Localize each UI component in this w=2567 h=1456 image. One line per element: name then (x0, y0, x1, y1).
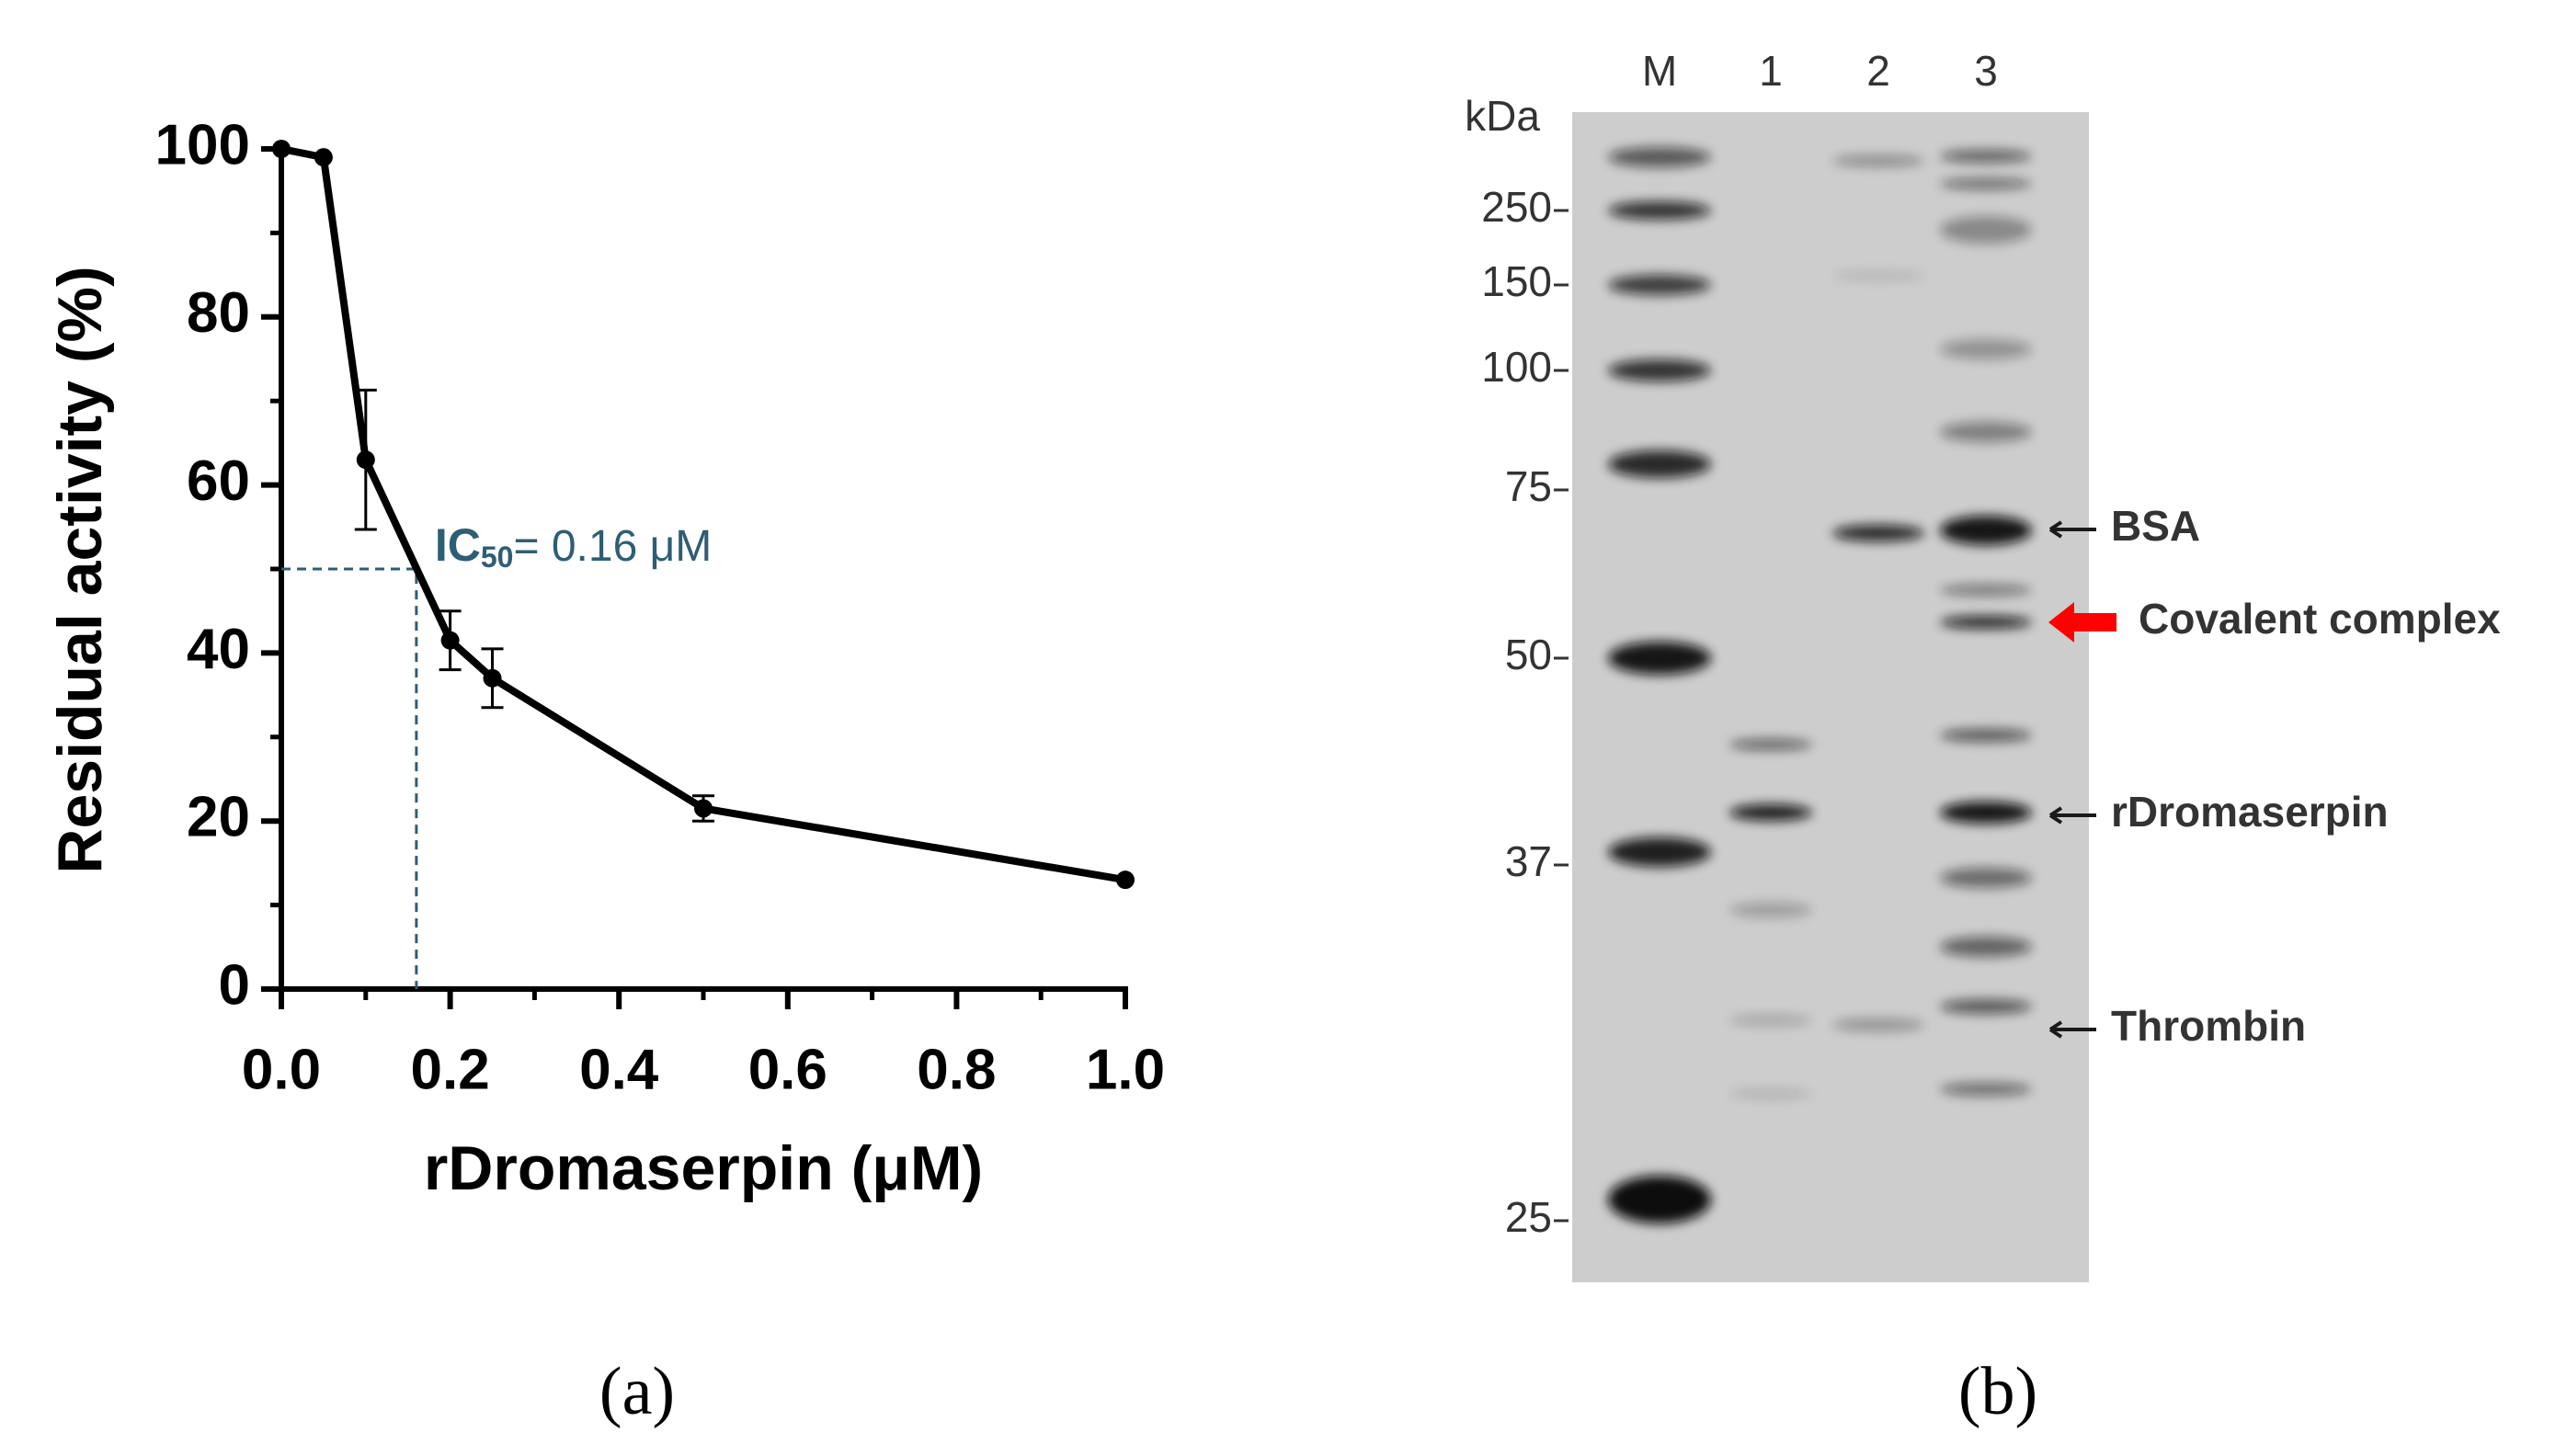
y-tick-label: 100 (155, 113, 250, 176)
annotation-arrow (2048, 1020, 2096, 1039)
gel-band (1608, 1176, 1711, 1223)
gel-panel: kDa M 1 2 3 250 150 100 75 50 37 25 BSA Covalent com… (1465, 47, 2501, 1282)
panel-label: (b) (1958, 1354, 2037, 1429)
gel-band (1832, 271, 1924, 280)
data-point (314, 148, 333, 167)
panel-label: (a) (599, 1354, 675, 1429)
annotation-label: BSA (2111, 502, 2200, 550)
lane-label: 1 (1759, 47, 1783, 95)
gel-band (1832, 155, 1924, 166)
annotation-arrow (2048, 806, 2096, 825)
x-tick-label: 0.6 (748, 1038, 827, 1101)
gel-band (1940, 868, 2032, 888)
y-tick-label: 40 (187, 618, 250, 681)
annotation-label: Thrombin (2111, 1002, 2306, 1050)
gel-band (1940, 516, 2032, 545)
gel-band (1940, 729, 2032, 742)
data-point (440, 631, 460, 650)
gel-band (1940, 216, 2032, 244)
ic50-guide (281, 567, 418, 989)
x-tick-label: 0.0 (242, 1038, 321, 1101)
data-point (694, 799, 713, 818)
gel-band (1729, 1089, 1812, 1098)
ic50-text: 50 (481, 540, 514, 574)
gel-band (1940, 616, 2032, 629)
lane-label: 3 (1974, 47, 1998, 95)
y-tick-label: 0 (219, 953, 250, 1017)
gel-band (1832, 1018, 1924, 1031)
gel-band (1729, 739, 1812, 750)
y-tick-label: 20 (187, 786, 250, 849)
gel-band (1940, 178, 2032, 189)
annotation-label: Covalent complex (2139, 595, 2501, 643)
data-point (272, 140, 291, 158)
x-tick-label: 0.2 (410, 1038, 489, 1101)
gel-band (1940, 1083, 2032, 1096)
gel-band (1940, 339, 2032, 359)
gel-band (1608, 837, 1711, 867)
data-point (1116, 870, 1135, 890)
x-axis-label: rDromaserpin (μM) (424, 1133, 983, 1203)
x-tick-label: 1.0 (1086, 1038, 1165, 1101)
gel-band (1940, 802, 2032, 824)
marker-label: 250 (1481, 183, 1552, 231)
gel-band (1608, 359, 1711, 381)
marker-label: 37 (1505, 837, 1552, 885)
gel-band (1729, 903, 1812, 917)
x-tick-label: 0.8 (917, 1038, 996, 1101)
marker-label: 100 (1481, 343, 1552, 391)
ic50-text: = 0.16 μM (513, 522, 712, 571)
marker-label: 75 (1505, 462, 1552, 510)
x-tick-label: 0.4 (579, 1038, 659, 1101)
gel-band (1940, 585, 2032, 596)
data-line (280, 145, 1126, 884)
annotation-arrow (2048, 602, 2116, 643)
y-axis-label: Residual activity (%) (45, 266, 115, 873)
gel-band (1608, 147, 1711, 167)
y-tick-label: 80 (187, 281, 250, 345)
data-point (483, 668, 502, 688)
marker-label: 25 (1505, 1193, 1552, 1241)
data-point (356, 450, 375, 470)
annotation-label: rDromaserpin (2111, 788, 2389, 836)
gel-band (1940, 999, 2032, 1014)
marker-label: 150 (1481, 257, 1552, 305)
line-chart: Residual activity (%) rDromaserpin (μM) … (45, 113, 1165, 1203)
gel-band (1832, 525, 1924, 541)
y-tick-label: 60 (187, 449, 250, 513)
gel-band (1940, 422, 2032, 442)
ic50-text: IC (435, 519, 481, 571)
lane-label: M (1642, 47, 1677, 95)
gel-band (1608, 201, 1711, 220)
annotation-arrow (2048, 520, 2096, 539)
gel-band (1940, 937, 2032, 957)
gel-band (1608, 642, 1711, 675)
gel-band (1608, 275, 1711, 295)
ic50-label: IC50= 0.16 μM (435, 519, 712, 574)
marker-label: 50 (1505, 631, 1552, 678)
gel-band (1729, 1015, 1812, 1026)
gel-unit: kDa (1465, 92, 1540, 140)
gel-band (1729, 804, 1812, 821)
gel-band (1940, 150, 2032, 163)
gel-band (1608, 450, 1711, 478)
lane-label: 2 (1866, 47, 1890, 95)
